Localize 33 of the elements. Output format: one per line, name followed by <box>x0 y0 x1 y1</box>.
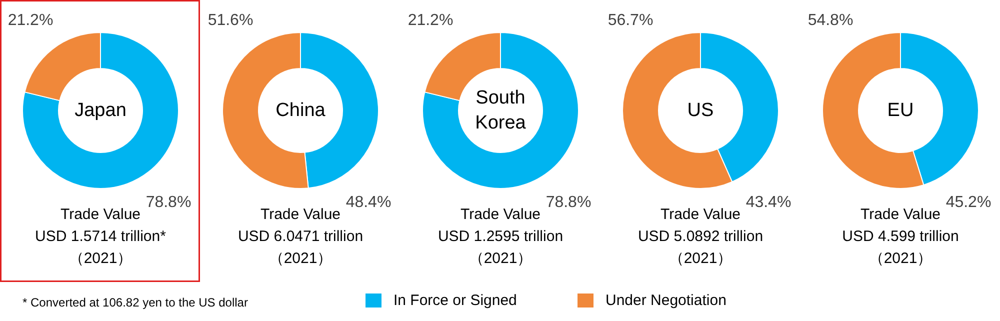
text: USD 1.5714 trillion* <box>35 228 166 245</box>
text: Trade Value <box>60 206 141 223</box>
text: USD 6.0471 trillion <box>238 228 364 245</box>
text: Japan <box>74 100 126 121</box>
text: South Korea <box>475 87 526 134</box>
text: USD 1.2595 trillion <box>438 228 564 245</box>
text: （2021） <box>468 250 532 267</box>
text: EU <box>887 100 914 121</box>
text: * Converted at 106.82 yen to the US dollar <box>22 296 248 310</box>
text: Trade Value <box>860 206 941 223</box>
text: US <box>687 100 714 121</box>
text: （2021） <box>868 250 932 267</box>
text: Trade Value <box>660 206 741 223</box>
data-label: 45.2% <box>946 194 992 211</box>
text: Trade Value <box>460 206 541 223</box>
text: USD 4.599 trillion <box>842 228 959 245</box>
data-label: 51.6% <box>208 12 254 29</box>
data-label: 56.7% <box>608 12 654 29</box>
legend-label: In Force or Signed <box>394 292 517 309</box>
data-label: 21.2% <box>408 12 454 29</box>
data-label: 78.8% <box>546 194 592 211</box>
text: （2021） <box>668 250 732 267</box>
legend-label: Under Negotiation <box>606 292 726 309</box>
data-label: 21.2% <box>8 12 54 29</box>
text: USD 5.0892 trillion <box>638 228 764 245</box>
text: （2021） <box>268 250 332 267</box>
data-label: 78.8% <box>146 194 192 211</box>
data-label: 48.4% <box>346 194 392 211</box>
text: Trade Value <box>260 206 341 223</box>
data-label: 43.4% <box>746 194 792 211</box>
text: （2021） <box>68 250 132 267</box>
data-label: 54.8% <box>808 12 854 29</box>
text: China <box>276 100 326 121</box>
